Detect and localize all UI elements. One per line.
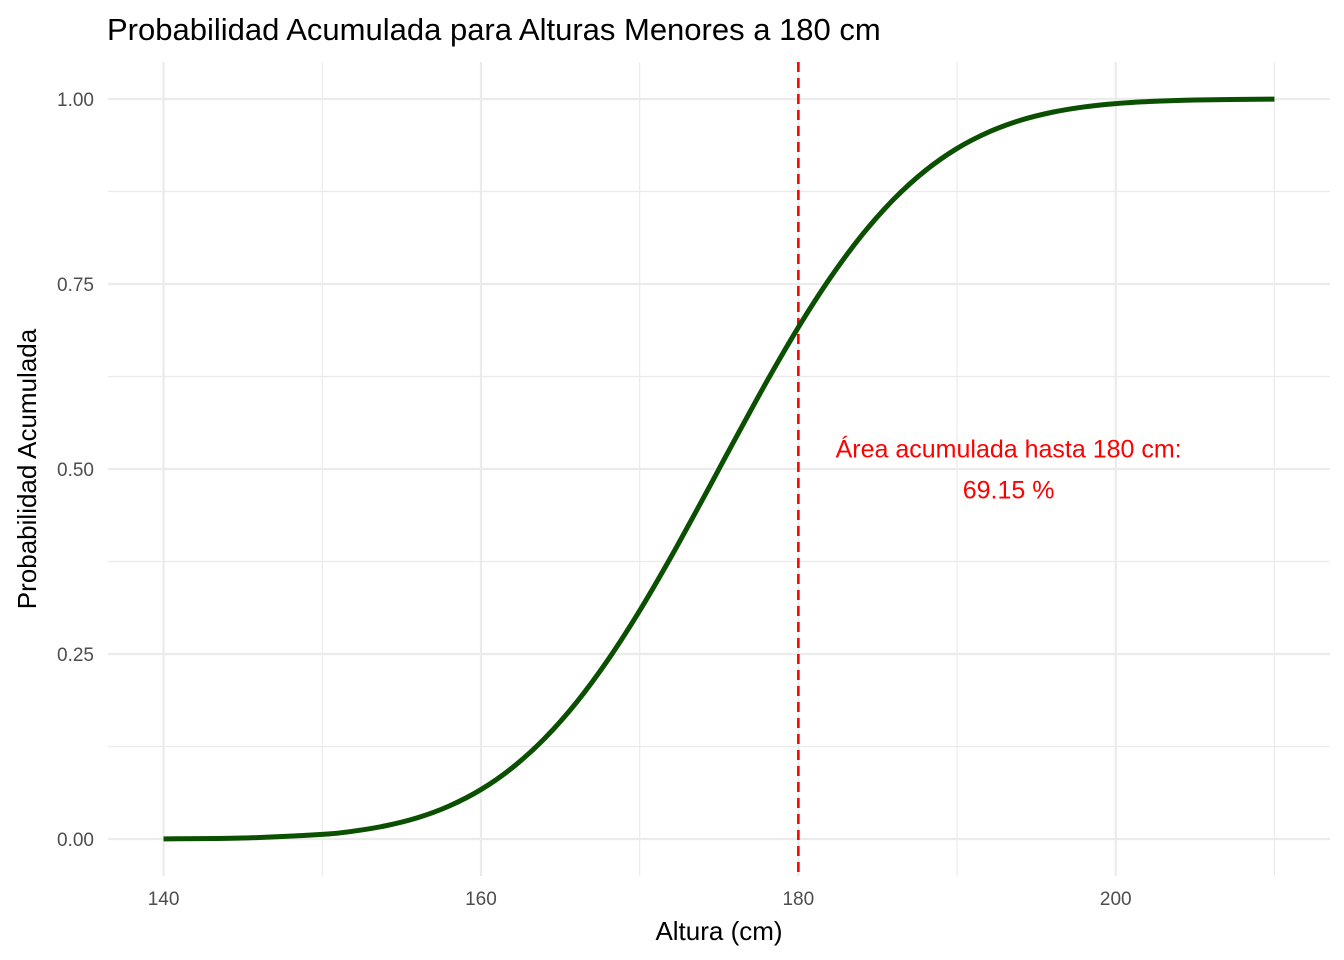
y-tick-label: 0.00 [57,830,94,851]
x-axis-label: Altura (cm) [655,916,782,946]
series-layer [163,96,1275,842]
x-tick-label: 180 [782,889,814,910]
y-tick-label: 0.50 [57,460,94,481]
y-tick-label: 0.25 [57,645,94,666]
x-tick-label: 160 [465,889,497,910]
annotation-line: 69.15 % [963,477,1055,505]
y-tick-label: 0.75 [57,275,94,296]
annotation-layer: Área acumulada hasta 180 cm: 69.15 % [836,435,1182,505]
y-axis-label: Probabilidad Acumulada [12,328,42,609]
x-tick-label: 140 [148,889,180,910]
cdf-series-line [163,96,1275,842]
annotation-line: Área acumulada hasta 180 cm: [836,435,1182,464]
x-tick-label: 200 [1100,889,1132,910]
chart-title: Probabilidad Acumulada para Alturas Meno… [107,12,881,47]
y-tick-label: 1.00 [57,90,94,111]
tick-layer: 140 160 180 200 0.00 0.25 0.50 0.75 1.00 [57,90,1132,910]
